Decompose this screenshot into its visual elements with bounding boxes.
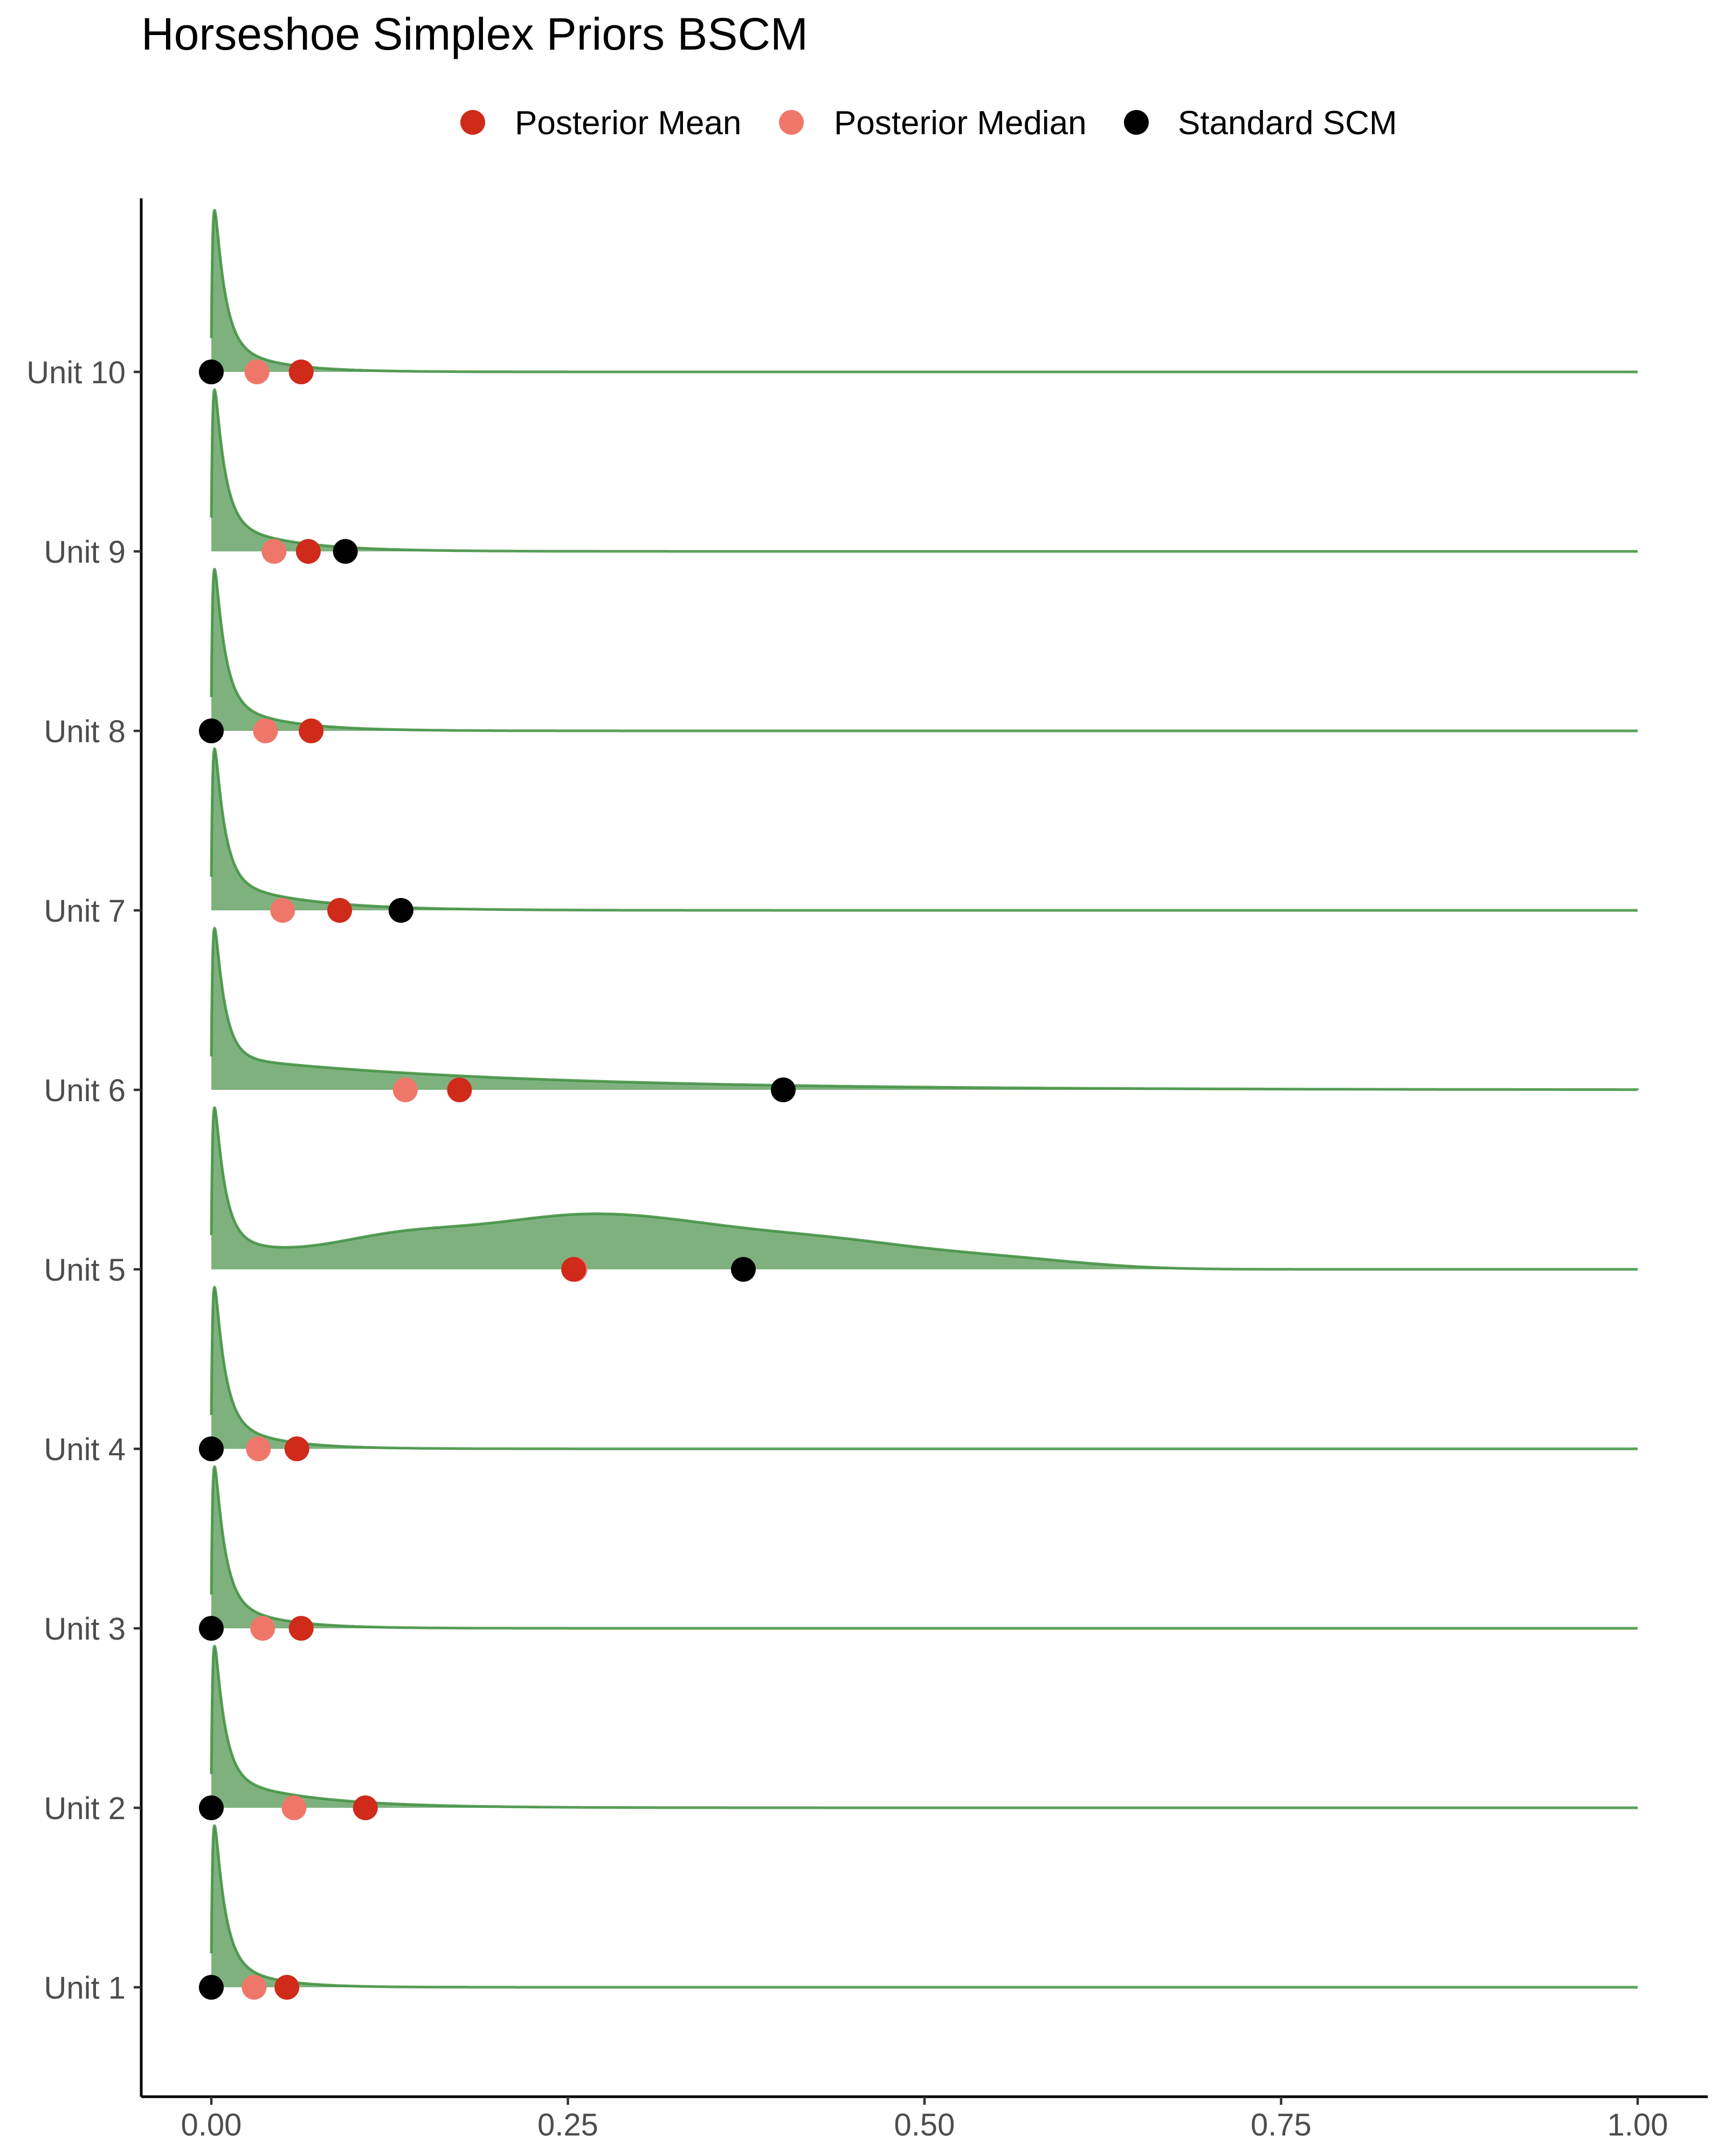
posterior-median-point-unit-8 bbox=[253, 718, 278, 743]
x-tick-label-1: 0.25 bbox=[537, 2107, 598, 2143]
chart-title: Horseshoe Simplex Priors BSCM bbox=[141, 9, 808, 59]
density-area-unit-5 bbox=[211, 1108, 1638, 1269]
density-outline-unit-2 bbox=[210, 1644, 1638, 1809]
legend: Posterior Mean Posterior Median Standard… bbox=[460, 105, 1397, 142]
legend-marker-standard-scm bbox=[1124, 110, 1149, 135]
density-area-unit-1 bbox=[211, 1826, 1638, 1987]
x-axis: 0.00 0.25 0.50 0.75 1.00 bbox=[141, 2095, 1708, 2143]
density-outline-unit-6 bbox=[210, 927, 1639, 1091]
legend-label-posterior-median: Posterior Median bbox=[834, 105, 1087, 142]
posterior-mean-point-unit-9 bbox=[295, 539, 321, 564]
posterior-mean-point-unit-7 bbox=[327, 898, 353, 923]
x-tick-label-0: 0.00 bbox=[181, 2107, 242, 2143]
density-area-unit-9 bbox=[211, 390, 1638, 551]
posterior-median-point-unit-3 bbox=[250, 1616, 275, 1641]
posterior-mean-point-unit-4 bbox=[284, 1436, 309, 1461]
y-tick-label-unit-7: Unit 7 bbox=[44, 894, 126, 929]
density-outline-unit-3 bbox=[210, 1465, 1638, 1630]
posterior-median-point-unit-7 bbox=[270, 898, 295, 923]
x-tick-label-4: 1.00 bbox=[1607, 2107, 1668, 2143]
standard-scm-point-unit-10 bbox=[199, 360, 224, 384]
posterior-median-point-unit-9 bbox=[261, 539, 287, 564]
legend-label-posterior-mean: Posterior Mean bbox=[515, 105, 741, 142]
y-tick-label-unit-9: Unit 9 bbox=[44, 535, 126, 570]
standard-scm-point-unit-7 bbox=[388, 898, 413, 923]
density-outline-unit-8 bbox=[210, 568, 1638, 733]
density-outline-unit-10 bbox=[210, 209, 1638, 374]
density-area-unit-6 bbox=[211, 928, 1638, 1090]
y-tick-label-unit-8: Unit 8 bbox=[44, 714, 126, 749]
legend-marker-posterior-median bbox=[779, 110, 804, 135]
density-outline-unit-9 bbox=[210, 388, 1638, 553]
x-tick-label-3: 0.75 bbox=[1251, 2107, 1312, 2143]
density-area-unit-8 bbox=[211, 569, 1638, 731]
y-tick-label-unit-6: Unit 6 bbox=[44, 1073, 126, 1108]
density-outline-unit-4 bbox=[210, 1286, 1638, 1450]
posterior-mean-point-unit-1 bbox=[274, 1975, 300, 2000]
posterior-mean-point-unit-2 bbox=[353, 1795, 378, 1820]
standard-scm-point-unit-9 bbox=[333, 539, 358, 564]
posterior-median-point-unit-1 bbox=[242, 1975, 267, 2000]
standard-scm-point-unit-1 bbox=[199, 1975, 224, 2000]
density-area-unit-7 bbox=[211, 749, 1638, 910]
standard-scm-point-unit-8 bbox=[199, 718, 224, 743]
posterior-median-point-unit-4 bbox=[246, 1436, 271, 1461]
density-outline-unit-7 bbox=[210, 747, 1638, 912]
posterior-mean-point-unit-5 bbox=[561, 1257, 586, 1282]
y-tick-label-unit-3: Unit 3 bbox=[44, 1612, 126, 1647]
posterior-mean-point-unit-3 bbox=[288, 1616, 314, 1641]
legend-marker-posterior-mean bbox=[460, 110, 485, 135]
standard-scm-point-unit-4 bbox=[199, 1436, 224, 1461]
density-outline-unit-1 bbox=[210, 1824, 1638, 1989]
density-area-unit-2 bbox=[211, 1646, 1638, 1808]
density-outline-unit-5 bbox=[210, 1106, 1638, 1271]
y-tick-label-unit-2: Unit 2 bbox=[44, 1791, 126, 1826]
posterior-mean-point-unit-6 bbox=[447, 1077, 472, 1102]
density-area-unit-3 bbox=[211, 1467, 1638, 1628]
posterior-median-point-unit-10 bbox=[244, 360, 270, 384]
plot-area bbox=[199, 209, 1639, 2000]
density-area-unit-10 bbox=[211, 210, 1638, 372]
y-tick-label-unit-4: Unit 4 bbox=[44, 1432, 126, 1467]
y-tick-label-unit-10: Unit 10 bbox=[26, 355, 126, 390]
y-tick-label-unit-1: Unit 1 bbox=[44, 1971, 126, 2006]
standard-scm-point-unit-6 bbox=[771, 1077, 796, 1102]
x-tick-label-2: 0.50 bbox=[894, 2107, 955, 2143]
standard-scm-point-unit-3 bbox=[199, 1616, 224, 1641]
posterior-mean-point-unit-8 bbox=[299, 718, 324, 743]
y-axis: Unit 1 Unit 2 Unit 3 Unit 4 Unit 5 Unit 6 Unit… bbox=[26, 198, 143, 2097]
legend-label-standard-scm: Standard SCM bbox=[1178, 105, 1397, 142]
posterior-mean-point-unit-10 bbox=[288, 360, 314, 384]
standard-scm-point-unit-5 bbox=[731, 1257, 756, 1282]
density-area-unit-4 bbox=[211, 1287, 1638, 1449]
posterior-median-point-unit-2 bbox=[281, 1795, 307, 1820]
y-tick-label-unit-5: Unit 5 bbox=[44, 1253, 126, 1288]
posterior-median-point-unit-6 bbox=[392, 1077, 418, 1102]
standard-scm-point-unit-2 bbox=[199, 1795, 224, 1820]
